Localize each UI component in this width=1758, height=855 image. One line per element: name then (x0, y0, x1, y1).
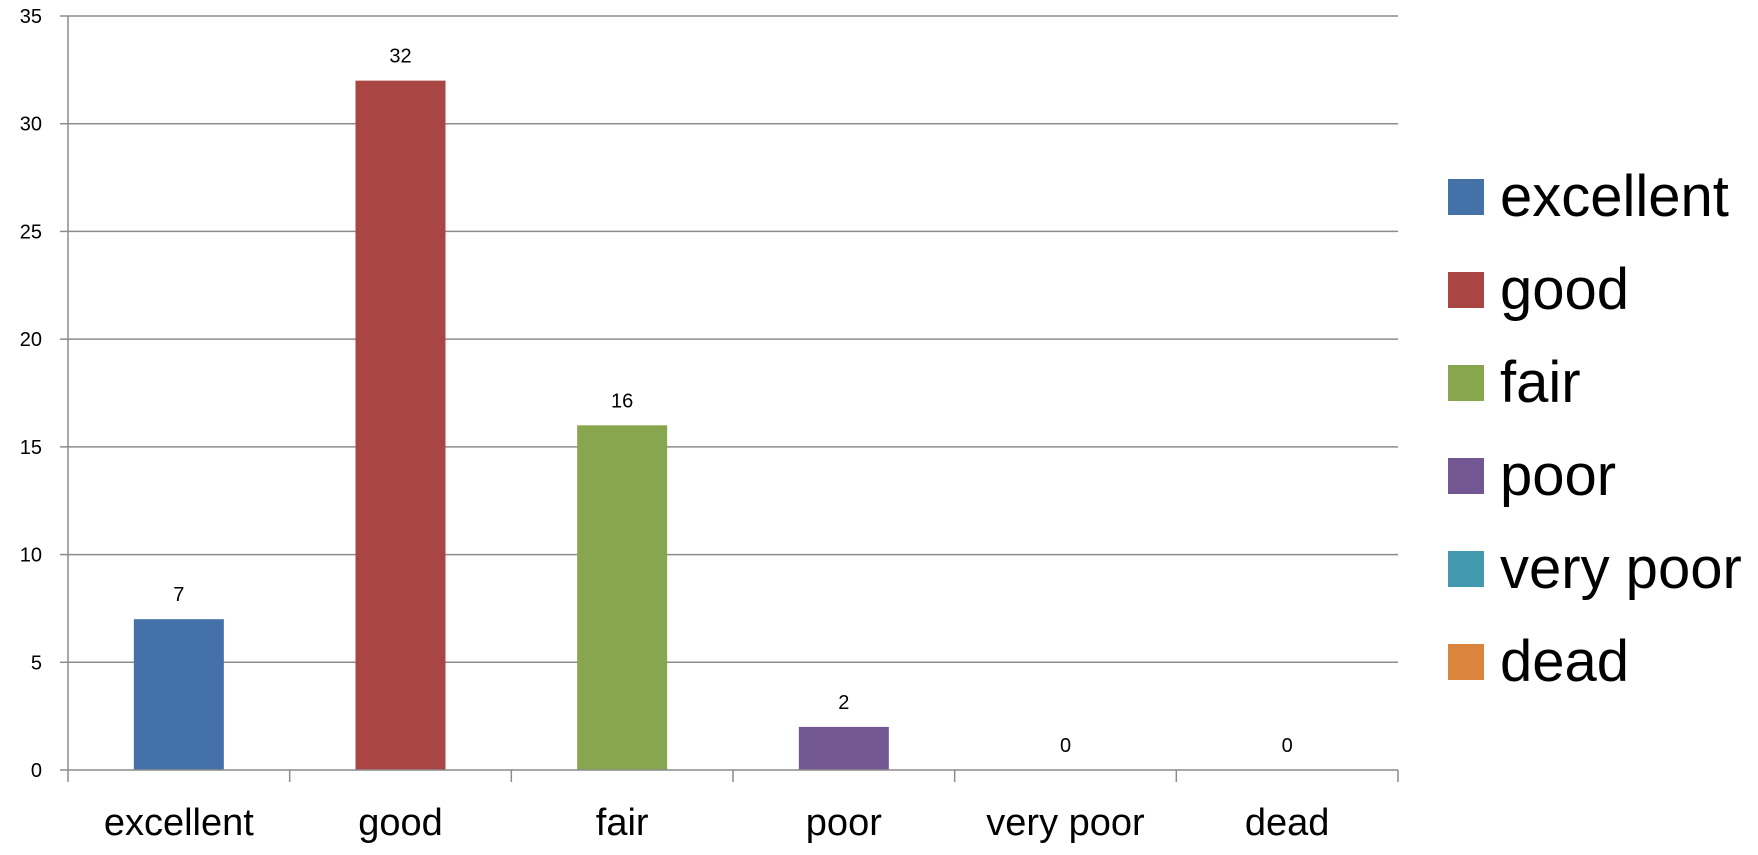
data-label: 16 (611, 390, 633, 412)
legend-swatch (1448, 457, 1484, 494)
legend-item: fair (1448, 336, 1758, 429)
legend-item: good (1448, 243, 1758, 336)
x-tick-label: poor (806, 802, 882, 844)
data-label: 0 (1282, 735, 1293, 757)
data-label: 32 (389, 46, 411, 68)
x-tick-label: dead (1245, 802, 1330, 844)
data-label: 0 (1060, 735, 1071, 757)
legend-swatch (1448, 271, 1484, 308)
y-tick-label: 15 (20, 437, 42, 459)
y-tick-label: 20 (20, 329, 42, 351)
y-tick-label: 5 (31, 652, 42, 674)
legend-item: excellent (1448, 150, 1758, 243)
data-label: 2 (838, 692, 849, 714)
x-tick-label: excellent (104, 802, 254, 844)
x-tick-label: fair (596, 802, 649, 844)
legend-item: poor (1448, 429, 1758, 522)
legend: excellent good fair poor very poor dead (1448, 150, 1758, 708)
bar-good (355, 80, 446, 771)
bar-poor (798, 726, 889, 770)
legend-swatch (1448, 178, 1484, 215)
x-tick-label: good (358, 802, 443, 844)
y-tick-label: 25 (20, 221, 42, 243)
legend-swatch (1448, 364, 1484, 401)
legend-label: fair (1500, 349, 1581, 415)
legend-label: very poor (1500, 535, 1742, 601)
bar-excellent (133, 619, 224, 770)
data-label: 7 (173, 584, 184, 606)
legend-swatch (1448, 643, 1484, 680)
gridlines (68, 15, 1398, 664)
legend-item: very poor (1448, 522, 1758, 615)
x-tick-label: very poor (986, 802, 1145, 844)
y-tick-label: 10 (20, 545, 42, 567)
legend-label: good (1500, 256, 1630, 322)
legend-item: dead (1448, 615, 1758, 708)
y-tick-label: 0 (31, 760, 42, 782)
y-tick-label: 30 (20, 114, 42, 136)
bars: 7 32 16 2 0 0 (133, 46, 1293, 771)
y-tick-label: 35 (20, 6, 42, 28)
bar-fair (577, 425, 668, 770)
legend-label: poor (1500, 442, 1617, 508)
legend-label: excellent (1500, 163, 1729, 229)
legend-label: dead (1500, 628, 1630, 694)
legend-swatch (1448, 550, 1484, 587)
